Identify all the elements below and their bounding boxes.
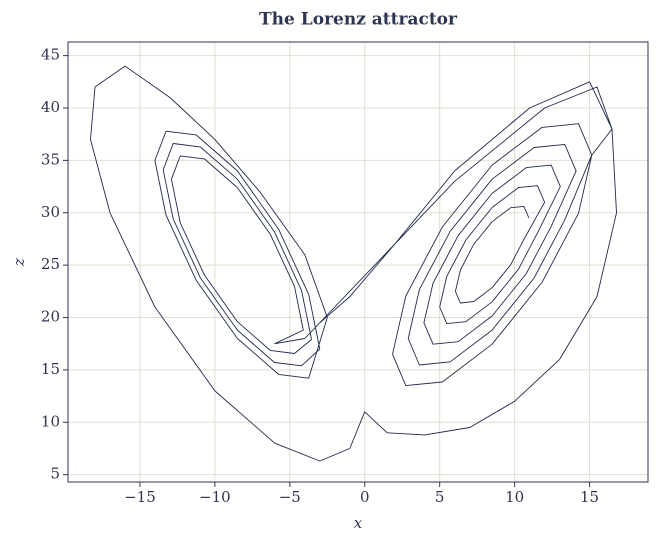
x-tick-label: 5	[435, 488, 445, 506]
chart-title: The Lorenz attractor	[259, 10, 458, 30]
x-tick-label: −15	[124, 488, 156, 506]
x-axis-label: x	[354, 514, 363, 532]
trajectory-line	[90, 65, 617, 462]
x-tick-label: 15	[580, 488, 599, 506]
y-tick-label: 20	[41, 308, 60, 326]
x-tick-label: −10	[199, 488, 231, 506]
y-tick-label: 35	[41, 150, 60, 168]
plot-frame	[67, 41, 649, 483]
x-tick-label: 0	[360, 488, 370, 506]
x-tick-label: 10	[505, 488, 524, 506]
y-tick-label: 25	[41, 255, 60, 273]
y-tick-label: 15	[41, 360, 60, 378]
y-tick-label: 5	[50, 465, 60, 483]
y-tick-label: 30	[41, 203, 60, 221]
y-tick-label: 10	[41, 412, 60, 430]
y-axis-label: z	[10, 258, 28, 267]
y-tick-label: 45	[41, 46, 60, 64]
x-tick-label: −5	[279, 488, 301, 506]
y-tick-label: 40	[41, 98, 60, 116]
